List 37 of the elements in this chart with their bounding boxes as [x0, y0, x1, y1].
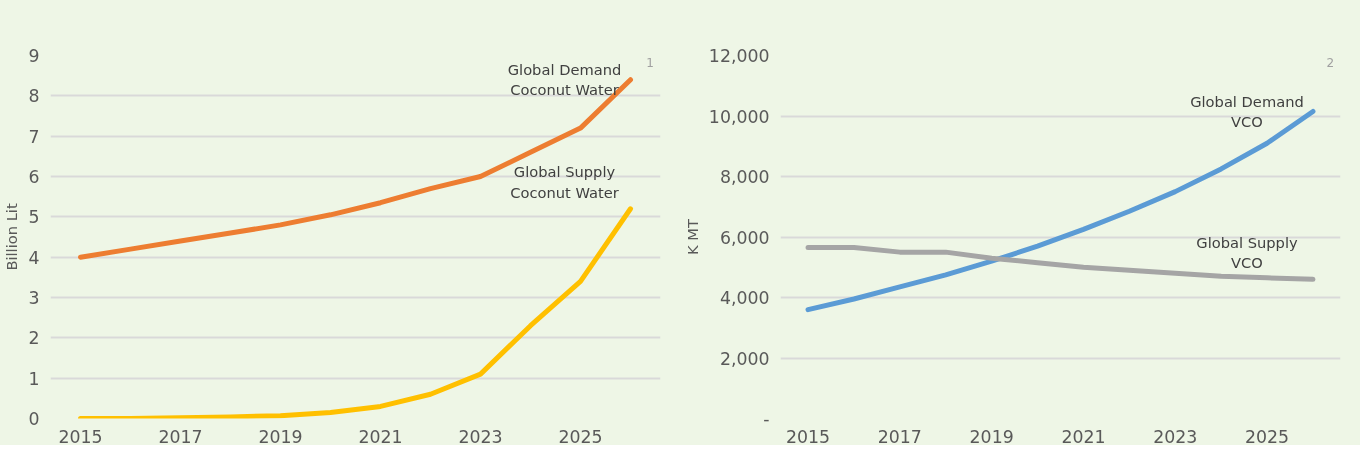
y-tick-label: 3 — [28, 288, 40, 308]
x-tick-label: 2017 — [877, 426, 922, 447]
y-axis-title: Billion Lit — [3, 203, 21, 271]
series-label: Global Supply VCO — [1196, 233, 1298, 272]
y-tick-label: 12,000 — [708, 46, 770, 66]
y-tick-label: 6,000 — [719, 227, 770, 248]
x-tick-label: 2019 — [258, 426, 303, 447]
y-tick-label: 5 — [28, 207, 40, 228]
y-tick-label: - — [763, 409, 770, 429]
y-tick-label: 9 — [28, 46, 40, 66]
series-label: Global Demand Coconut Water — [507, 61, 622, 99]
y-tick-label: 1 — [28, 368, 40, 389]
y-tick-label: 8,000 — [719, 167, 770, 187]
x-tick-label: 2025 — [1245, 426, 1290, 447]
annotation: 2 — [1326, 55, 1335, 70]
x-tick-label: 2023 — [458, 426, 503, 447]
x-tick-label: 2015 — [58, 426, 103, 447]
x-tick-label: 2021 — [358, 426, 403, 447]
y-tick-label: 4,000 — [719, 288, 770, 308]
y-tick-label: 4 — [28, 247, 40, 268]
series-label: Global Supply Coconut Water — [510, 163, 620, 201]
y-tick-label: 6 — [28, 167, 40, 187]
x-tick-label: 2025 — [558, 426, 603, 447]
x-tick-label: 2019 — [969, 426, 1014, 447]
annotation: 1 — [646, 55, 655, 70]
y-tick-label: 0 — [28, 409, 40, 429]
series-label: Global Demand VCO — [1190, 92, 1304, 131]
x-tick-label: 2017 — [158, 426, 203, 447]
x-tick-label: 2023 — [1153, 426, 1198, 447]
y-tick-label: 2 — [28, 328, 40, 349]
x-tick-label: 2015 — [785, 426, 831, 447]
y-tick-label: 8 — [28, 86, 40, 107]
x-tick-label: 2021 — [1061, 426, 1106, 447]
y-tick-label: 2,000 — [719, 348, 770, 369]
y-axis-title: K MT — [683, 219, 701, 255]
y-tick-label: 7 — [28, 126, 40, 147]
y-tick-label: 10,000 — [708, 106, 770, 127]
